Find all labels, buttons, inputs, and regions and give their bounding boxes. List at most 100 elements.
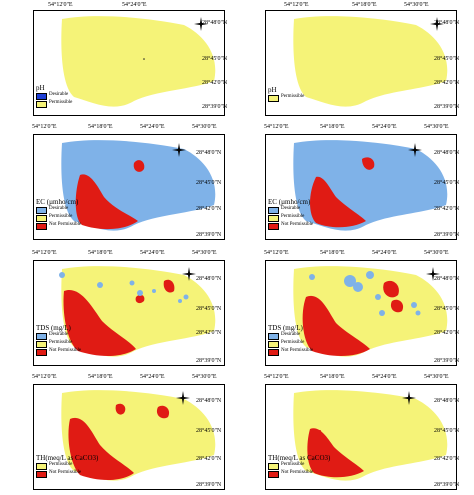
lat-label: 28°48'0"N	[434, 276, 460, 282]
legend-label: Permissible	[281, 462, 305, 467]
lat-label: 28°48'0"N	[196, 398, 222, 404]
legend-swatch	[268, 223, 279, 230]
lon-label: 54°12'0"E	[32, 124, 57, 130]
north-arrow-icon	[194, 17, 208, 31]
lon-label: 54°12'0"E	[264, 374, 289, 380]
map-panel-th-left: TH(meq/L as CaCO3) Permissible Not Permi…	[33, 384, 225, 490]
map-svg	[293, 140, 448, 231]
legend: TDS (mg/L) Desirable Permissible Not Per…	[36, 325, 81, 356]
region-desirable	[97, 282, 103, 288]
legend-swatch	[36, 333, 47, 340]
lat-label: 28°48'0"N	[434, 150, 460, 156]
region-not-permissible	[156, 405, 170, 419]
lat-label: 28°48'0"N	[434, 398, 460, 404]
region-desirable	[375, 294, 381, 300]
map-svg	[293, 390, 448, 481]
region-not-permissible	[135, 294, 145, 304]
lon-label: 54°12'0"E	[32, 374, 57, 380]
lat-label: 28°42'0"N	[202, 80, 228, 86]
region-desirable	[137, 290, 143, 296]
legend: TH(meq/L as CaCO3) Permissible Not Permi…	[36, 455, 98, 478]
region-desirable	[366, 271, 374, 279]
legend-title: TDS (mg/L)	[268, 324, 303, 332]
lon-label: 54°12'0"E	[264, 250, 289, 256]
lon-label: 54°24'0"E	[372, 124, 397, 130]
lat-label: 28°42'0"N	[434, 456, 460, 462]
legend-title: EC (µmho/cm)	[36, 198, 79, 206]
north-arrow-icon	[408, 143, 422, 157]
lat-label: 28°45'0"N	[196, 306, 222, 312]
north-arrow-icon	[182, 267, 196, 281]
scale-bar	[98, 483, 198, 486]
legend-swatch	[36, 207, 47, 214]
legend-label: Permissible	[49, 340, 73, 345]
lat-label: 28°39'0"N	[202, 104, 228, 110]
lat-label: 28°42'0"N	[434, 80, 460, 86]
lat-label: 28°48'0"N	[434, 20, 460, 26]
sample-point	[319, 430, 321, 432]
legend-swatch	[36, 463, 47, 470]
map-panel-th-right: TH(meq/L as CaCO3) Permissible Not Permi…	[265, 384, 457, 490]
lat-label: 28°39'0"N	[434, 232, 460, 238]
legend-swatch	[268, 207, 279, 214]
map-panel-tds-right: TDS (mg/L) Desirable Permissible Not Per…	[265, 260, 457, 366]
legend-swatch	[268, 349, 279, 356]
region-not-permissible	[383, 280, 399, 298]
legend-label: Not Permissible	[281, 470, 314, 475]
legend-label: Permissible	[281, 214, 305, 219]
map-panel-tds-left: TDS (mg/L) Desirable Permissible Not Per…	[33, 260, 225, 366]
legend-label: Desirable	[281, 332, 301, 337]
lat-label: 28°39'0"N	[196, 232, 222, 238]
region-desirable	[415, 310, 421, 316]
lon-label: 54°12'0"E	[284, 2, 309, 8]
region-desirable	[59, 272, 65, 278]
legend-swatch	[36, 101, 47, 108]
scale-bar	[330, 483, 430, 486]
legend-swatch	[36, 341, 47, 348]
legend-label: Desirable	[281, 206, 301, 211]
lon-label: 54°24'0"E	[140, 250, 165, 256]
legend-label: Permissible	[49, 214, 73, 219]
lon-label: 54°18'0"E	[88, 124, 113, 130]
legend-label: Not Permissible	[49, 222, 82, 227]
region-desirable	[129, 280, 135, 286]
lon-label: 54°24'0"E	[122, 2, 147, 8]
scale-bar	[98, 233, 198, 236]
lon-label: 54°12'0"E	[264, 124, 289, 130]
region-not-permissible	[310, 176, 366, 228]
legend-label: Permissible	[281, 340, 305, 345]
region-desirable	[353, 282, 363, 292]
lat-label: 28°39'0"N	[196, 358, 222, 364]
lat-label: 28°45'0"N	[434, 56, 460, 62]
lon-label: 54°24'0"E	[372, 250, 397, 256]
map-panel-ec-right: EC (µmho/cm) Desirable Permissible Not P…	[265, 134, 457, 240]
legend: TDS (mg/L) Desirable Permissible Not Per…	[268, 325, 313, 356]
lon-label: 54°12'0"E	[48, 2, 73, 8]
legend-label: Permissible	[49, 100, 73, 105]
lon-label: 54°24'0"E	[140, 124, 165, 130]
region-desirable	[411, 302, 417, 308]
legend-label: Not Permissible	[281, 348, 314, 353]
legend-title: TH(meq/L as CaCO3)	[268, 454, 331, 462]
legend-swatch	[36, 349, 47, 356]
lon-label: 54°30'0"E	[424, 374, 449, 380]
legend: pH Desirable Permissible	[36, 85, 72, 108]
legend-swatch	[268, 215, 279, 222]
legend-title: TDS (mg/L)	[36, 324, 71, 332]
lat-label: 28°39'0"N	[434, 482, 460, 488]
lat-label: 28°42'0"N	[434, 206, 460, 212]
lon-label: 54°30'0"E	[192, 124, 217, 130]
lat-label: 28°48'0"N	[196, 150, 222, 156]
legend-label: Desirable	[49, 206, 69, 211]
lon-label: 54°18'0"E	[320, 374, 345, 380]
region-not-permissible	[133, 160, 145, 172]
map-svg	[61, 140, 216, 231]
region-not-permissible	[307, 428, 364, 478]
north-arrow-icon	[402, 391, 416, 405]
legend-swatch	[268, 471, 279, 478]
region-permissible	[61, 16, 216, 107]
map-svg	[61, 16, 216, 107]
lat-label: 28°39'0"N	[434, 358, 460, 364]
lat-label: 28°45'0"N	[202, 56, 228, 62]
lat-label: 28°45'0"N	[434, 180, 460, 186]
